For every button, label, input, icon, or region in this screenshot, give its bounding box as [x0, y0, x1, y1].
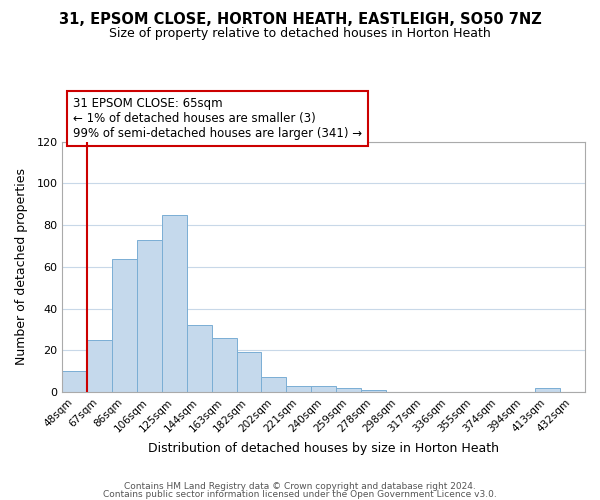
Bar — [212, 338, 236, 392]
Bar — [162, 215, 187, 392]
Text: Contains HM Land Registry data © Crown copyright and database right 2024.: Contains HM Land Registry data © Crown c… — [124, 482, 476, 491]
X-axis label: Distribution of detached houses by size in Horton Heath: Distribution of detached houses by size … — [148, 442, 499, 455]
Bar — [262, 378, 286, 392]
Text: Size of property relative to detached houses in Horton Heath: Size of property relative to detached ho… — [109, 28, 491, 40]
Bar — [187, 325, 212, 392]
Y-axis label: Number of detached properties: Number of detached properties — [15, 168, 28, 366]
Bar — [112, 258, 137, 392]
Text: 31 EPSOM CLOSE: 65sqm
← 1% of detached houses are smaller (3)
99% of semi-detach: 31 EPSOM CLOSE: 65sqm ← 1% of detached h… — [73, 97, 362, 140]
Bar — [62, 371, 87, 392]
Bar — [286, 386, 311, 392]
Bar — [535, 388, 560, 392]
Bar — [137, 240, 162, 392]
Bar — [311, 386, 336, 392]
Text: Contains public sector information licensed under the Open Government Licence v3: Contains public sector information licen… — [103, 490, 497, 499]
Bar — [361, 390, 386, 392]
Text: 31, EPSOM CLOSE, HORTON HEATH, EASTLEIGH, SO50 7NZ: 31, EPSOM CLOSE, HORTON HEATH, EASTLEIGH… — [59, 12, 541, 28]
Bar — [236, 352, 262, 392]
Bar — [87, 340, 112, 392]
Bar — [336, 388, 361, 392]
